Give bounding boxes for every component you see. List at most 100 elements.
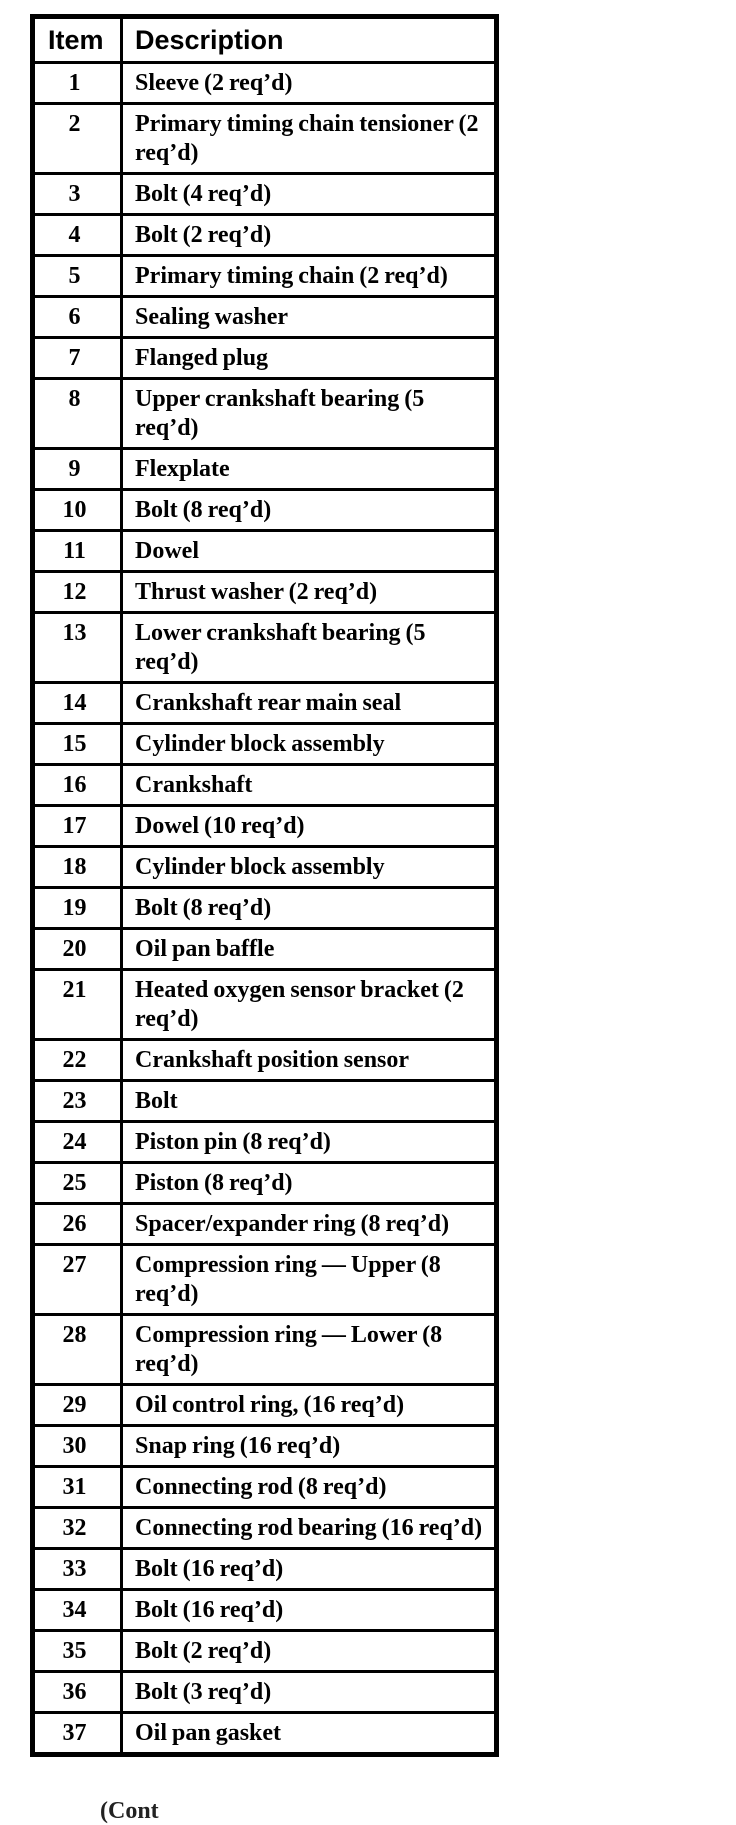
item-number-cell: 2 [31,102,123,175]
item-description-cell: Primary timing chain tensioner (2 req’d) [120,102,498,175]
item-description-cell: Crankshaft [120,763,498,807]
item-number-cell: 29 [31,1383,123,1427]
item-number-cell: 1 [31,61,123,105]
parts-list-table: Item Description 1 Sleeve (2 req’d) 2 Prima… [30,14,499,1757]
item-number-cell: 19 [31,886,123,930]
table-row: 8 Upper crankshaft bearing (5 req’d) [31,377,498,450]
item-description-cell: Bolt (8 req’d) [120,488,498,532]
item-number-cell: 27 [31,1243,123,1316]
item-number-cell: 18 [31,845,123,889]
item-number-cell: 4 [31,213,123,257]
table-row: 30 Snap ring (16 req’d) [31,1424,498,1468]
table-row: 37 Oil pan gasket [31,1711,498,1756]
table-row: 27 Compression ring — Upper (8 req’d) [31,1243,498,1316]
table-row: 11 Dowel [31,529,498,573]
item-number-cell: 14 [31,681,123,725]
item-description-cell: Bolt (8 req’d) [120,886,498,930]
table-row: 5 Primary timing chain (2 req’d) [31,254,498,298]
item-number-cell: 31 [31,1465,123,1509]
item-number-cell: 20 [31,927,123,971]
item-description-cell: Oil pan gasket [120,1711,498,1756]
table-row: 28 Compression ring — Lower (8 req’d) [31,1313,498,1386]
item-number-cell: 12 [31,570,123,614]
item-number-cell: 33 [31,1547,123,1591]
item-number-cell: 21 [31,968,123,1041]
item-description-cell: Crankshaft rear main seal [120,681,498,725]
table-row: 2 Primary timing chain tensioner (2 req’d… [31,102,498,175]
table-header: Item Description [31,15,498,64]
item-number-cell: 22 [31,1038,123,1082]
item-number-cell: 6 [31,295,123,339]
table-row: 24 Piston pin (8 req’d) [31,1120,498,1164]
item-number-cell: 24 [31,1120,123,1164]
table-row: 17 Dowel (10 req’d) [31,804,498,848]
table-row: 7 Flanged plug [31,336,498,380]
item-number-cell: 9 [31,447,123,491]
item-description-cell: Spacer/expander ring (8 req’d) [120,1202,498,1246]
item-description-cell: Bolt (16 req’d) [120,1547,498,1591]
item-description-cell: Bolt [120,1079,498,1123]
item-description-cell: Upper crankshaft bearing (5 req’d) [120,377,498,450]
item-description-cell: Piston pin (8 req’d) [120,1120,498,1164]
item-number-cell: 3 [31,172,123,216]
item-number-cell: 28 [31,1313,123,1386]
item-description-cell: Sleeve (2 req’d) [120,61,498,105]
table-row: 6 Sealing washer [31,295,498,339]
item-description-cell: Thrust washer (2 req’d) [120,570,498,614]
table-row: 25 Piston (8 req’d) [31,1161,498,1205]
table-row: 10 Bolt (8 req’d) [31,488,498,532]
item-number-cell: 35 [31,1629,123,1673]
item-description-cell: Connecting rod bearing (16 req’d) [120,1506,498,1550]
item-number-cell: 5 [31,254,123,298]
item-number-cell: 23 [31,1079,123,1123]
description-column-header: Description [120,15,498,64]
table-row: 16 Crankshaft [31,763,498,807]
item-description-cell: Connecting rod (8 req’d) [120,1465,498,1509]
item-description-cell: Flanged plug [120,336,498,380]
item-description-cell: Snap ring (16 req’d) [120,1424,498,1468]
item-description-cell: Flexplate [120,447,498,491]
item-description-cell: Bolt (2 req’d) [120,1629,498,1673]
table-row: 13 Lower crankshaft bearing (5 req’d) [31,611,498,684]
item-number-cell: 16 [31,763,123,807]
table-row: 20 Oil pan baffle [31,927,498,971]
item-number-cell: 32 [31,1506,123,1550]
item-number-cell: 15 [31,722,123,766]
table-row: 14 Crankshaft rear main seal [31,681,498,725]
table-row: 34 Bolt (16 req’d) [31,1588,498,1632]
table-row: 29 Oil control ring, (16 req’d) [31,1383,498,1427]
item-number-cell: 25 [31,1161,123,1205]
item-number-cell: 36 [31,1670,123,1714]
item-number-cell: 13 [31,611,123,684]
table-row: 15 Cylinder block assembly [31,722,498,766]
table-row: 22 Crankshaft position sensor [31,1038,498,1082]
table-row: 33 Bolt (16 req’d) [31,1547,498,1591]
header-row: Item Description [31,15,498,64]
item-number-cell: 7 [31,336,123,380]
table-row: 36 Bolt (3 req’d) [31,1670,498,1714]
continued-text-fragment: (Cont [100,1798,159,1824]
table-row: 31 Connecting rod (8 req’d) [31,1465,498,1509]
item-number-cell: 10 [31,488,123,532]
item-description-cell: Dowel [120,529,498,573]
item-description-cell: Compression ring — Upper (8 req’d) [120,1243,498,1316]
item-description-cell: Bolt (4 req’d) [120,172,498,216]
table-row: 12 Thrust washer (2 req’d) [31,570,498,614]
table-row: 19 Bolt (8 req’d) [31,886,498,930]
item-description-cell: Primary timing chain (2 req’d) [120,254,498,298]
table-row: 3 Bolt (4 req’d) [31,172,498,216]
table-row: 35 Bolt (2 req’d) [31,1629,498,1673]
item-description-cell: Oil pan baffle [120,927,498,971]
parts-table-body: 1 Sleeve (2 req’d) 2 Primary timing chain t… [31,61,498,1756]
item-description-cell: Piston (8 req’d) [120,1161,498,1205]
item-description-cell: Dowel (10 req’d) [120,804,498,848]
item-number-cell: 8 [31,377,123,450]
item-description-cell: Cylinder block assembly [120,845,498,889]
table-row: 4 Bolt (2 req’d) [31,213,498,257]
item-number-cell: 30 [31,1424,123,1468]
item-description-cell: Compression ring — Lower (8 req’d) [120,1313,498,1386]
item-description-cell: Bolt (16 req’d) [120,1588,498,1632]
item-description-cell: Lower crankshaft bearing (5 req’d) [120,611,498,684]
table-row: 1 Sleeve (2 req’d) [31,61,498,105]
item-description-cell: Sealing washer [120,295,498,339]
